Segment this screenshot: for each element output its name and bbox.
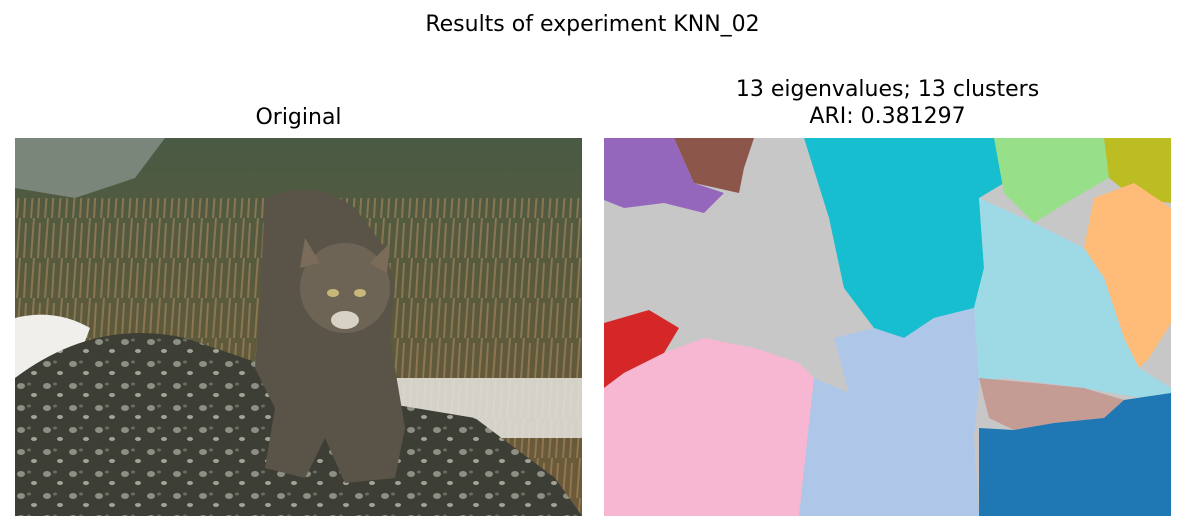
cluster-rosy-brown — [979, 378, 1124, 430]
cluster-pink — [604, 338, 814, 516]
cluster-brown — [674, 138, 754, 193]
cluster-light-green — [994, 138, 1109, 223]
bobcat-photo — [15, 138, 582, 516]
cluster-blue — [979, 393, 1171, 516]
cluster-light-blue — [799, 308, 979, 516]
segmentation-title-line1: 13 eigenvalues; 13 clusters — [735, 77, 1040, 102]
original-image — [15, 138, 582, 516]
segmentation-map — [604, 138, 1171, 516]
segmentation-image — [604, 138, 1171, 516]
cluster-red — [604, 310, 679, 388]
cluster-purple — [604, 138, 724, 213]
cluster-cyan — [804, 138, 1014, 338]
cluster-light-cyan — [974, 198, 1171, 403]
segmentation-title-line2: ARI: 0.381297 — [809, 104, 966, 129]
cluster-light-orange — [1084, 183, 1171, 368]
original-title: Original — [255, 105, 342, 130]
segmentation-title: 13 eigenvalues; 13 clusters ARI: 0.38129… — [604, 76, 1171, 130]
figure-title: Results of experiment KNN_02 — [425, 12, 760, 37]
cluster-olive — [1104, 138, 1171, 203]
